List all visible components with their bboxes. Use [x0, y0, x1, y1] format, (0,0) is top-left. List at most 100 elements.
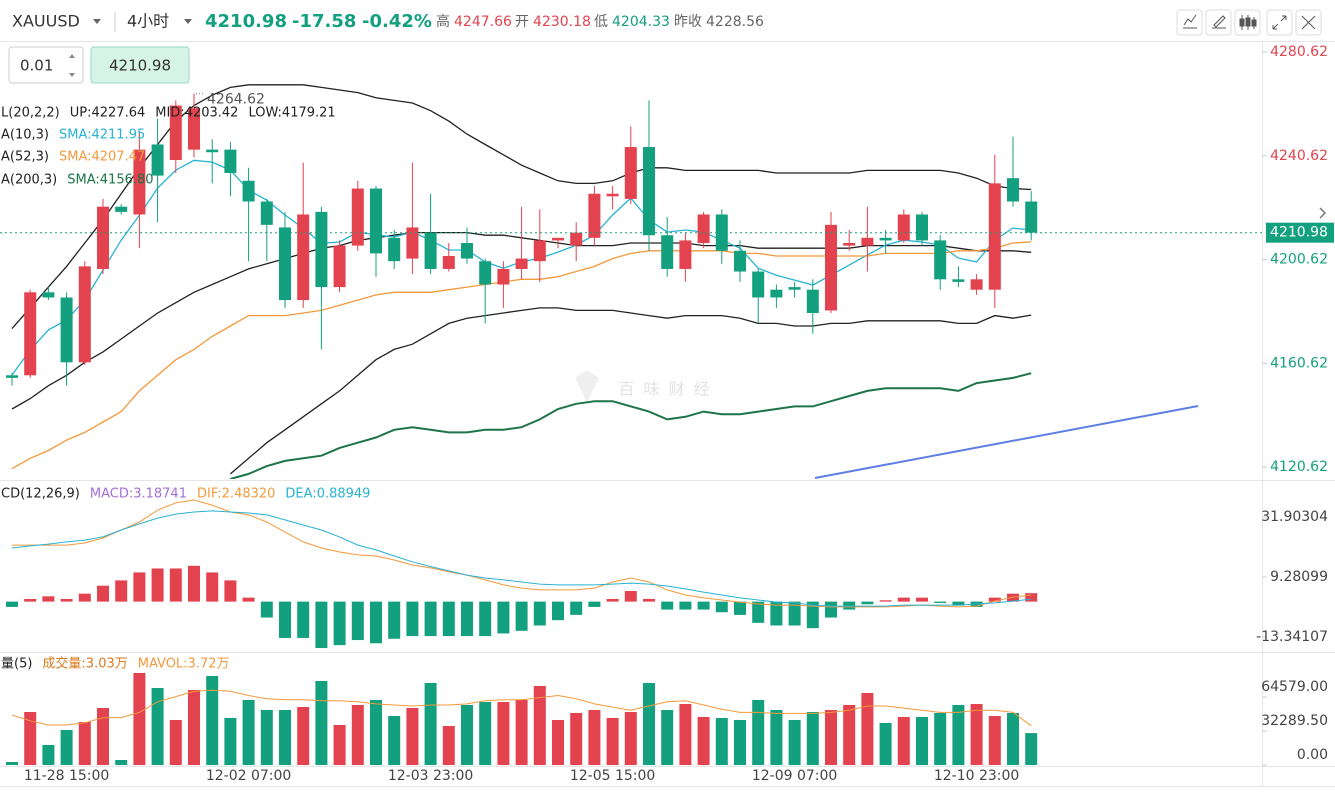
macd-bar — [606, 598, 619, 602]
stat-value: 4247.66 — [454, 14, 512, 30]
macd-bar — [715, 601, 728, 613]
volume-bar — [115, 759, 128, 765]
candle-body — [442, 255, 455, 269]
macd-bar — [297, 601, 310, 638]
tool-button[interactable] — [1266, 9, 1293, 36]
stat-value: 4230.18 — [533, 14, 591, 30]
volume-bar — [260, 709, 273, 765]
volume-bar — [734, 719, 746, 765]
volume-bar — [552, 719, 564, 765]
tool-icon — [1212, 15, 1226, 29]
volume-bar — [770, 709, 783, 765]
x-tick-label: 12-09 07:00 — [752, 768, 837, 784]
tool-button[interactable] — [1205, 9, 1232, 36]
volume-bar — [406, 707, 419, 765]
price-input-value: 4210.98 — [109, 57, 171, 75]
tool-icon — [1183, 14, 1197, 29]
volume-bar — [169, 719, 182, 765]
price-input[interactable] — [90, 46, 190, 84]
volume-bar — [151, 687, 164, 765]
macd-bar — [333, 601, 346, 646]
macd-bar — [624, 591, 637, 602]
candle-body — [6, 375, 18, 378]
volume-bar — [24, 711, 37, 765]
tool-icon — [1272, 15, 1287, 30]
candle-body — [151, 144, 164, 176]
interval-dropdown[interactable] — [184, 19, 192, 24]
volume-bar — [916, 716, 928, 765]
legend-text: DIF:2.48320 — [197, 487, 275, 502]
macd-bar — [260, 601, 273, 618]
legend-text: MAVOL:3.72万 — [138, 657, 230, 672]
macd-line — [12, 499, 1032, 608]
macd-bar — [916, 597, 928, 602]
macd-bar — [24, 598, 37, 602]
expand-arrow[interactable] — [1319, 207, 1327, 219]
volume-bar — [570, 712, 583, 765]
legend-text: MID:4203.42 — [155, 106, 238, 121]
volume-bar — [497, 701, 510, 765]
candle-body — [115, 206, 128, 212]
candle-body — [734, 250, 746, 272]
tool-button[interactable] — [1176, 9, 1203, 36]
candle-body — [424, 232, 437, 269]
symbol-dropdown[interactable] — [93, 19, 101, 24]
volume-bar — [42, 744, 55, 765]
volume-bar — [970, 703, 983, 765]
volume-bar — [333, 724, 346, 765]
volume-bar — [879, 722, 892, 765]
y-tick-label: 4160.62 — [1270, 355, 1328, 371]
candle-body — [552, 237, 564, 241]
candle-body — [497, 268, 510, 285]
legend-text: SMA:4211.95 — [59, 128, 145, 143]
macd-bar — [897, 597, 910, 602]
candle-body — [461, 243, 473, 259]
candle-body — [679, 240, 692, 269]
macd-line — [11, 510, 1032, 607]
macd-bar — [97, 585, 109, 602]
volume-bar — [188, 689, 200, 765]
volume-bar — [606, 717, 619, 765]
symbol[interactable]: XAUUSD — [12, 12, 80, 31]
indicator-line — [229, 307, 1032, 475]
candle-body — [588, 193, 601, 238]
lot-input[interactable] — [8, 46, 84, 84]
volume-bar — [715, 717, 728, 765]
candle-body — [97, 206, 109, 269]
candle-body — [970, 279, 983, 290]
candle-body — [351, 188, 364, 246]
interval[interactable]: 4小时 — [127, 12, 169, 31]
legend-text: SMA:4207.47 — [59, 150, 145, 165]
last-price: 4210.98 — [205, 11, 287, 32]
volume-bar — [934, 712, 947, 765]
legend-text: MACD:3.18741 — [90, 487, 187, 502]
macd-bar — [1025, 593, 1038, 602]
stat-label: 昨收 — [674, 14, 702, 30]
candle-body — [843, 243, 856, 246]
x-tick-label: 12-03 23:00 — [388, 768, 473, 784]
macd-bar — [224, 580, 237, 602]
candle-body — [533, 240, 546, 262]
candle-body — [1007, 178, 1019, 202]
y-tick-label: 31.90304 — [1261, 509, 1328, 525]
volume-bar — [388, 715, 401, 765]
legend-text: DEA:0.88949 — [285, 487, 370, 502]
tool-icon — [1301, 15, 1316, 30]
candle-body — [825, 224, 837, 311]
macd-bar — [442, 601, 455, 637]
candle-body — [406, 227, 419, 259]
stat-label: 开 — [515, 14, 529, 30]
macd-bar — [78, 593, 91, 602]
candle-body — [169, 105, 182, 161]
volume-bar — [224, 717, 237, 765]
volume-bar — [442, 725, 455, 765]
candle-body — [333, 245, 346, 288]
candle-body — [988, 183, 1001, 290]
candle-body — [279, 227, 291, 301]
macd-bar — [497, 601, 510, 634]
volume-bar — [279, 709, 291, 765]
frame — [0, 41, 1335, 787]
macd-bar — [752, 601, 765, 623]
watermark-logo — [575, 370, 599, 402]
volume-bar — [97, 707, 109, 765]
